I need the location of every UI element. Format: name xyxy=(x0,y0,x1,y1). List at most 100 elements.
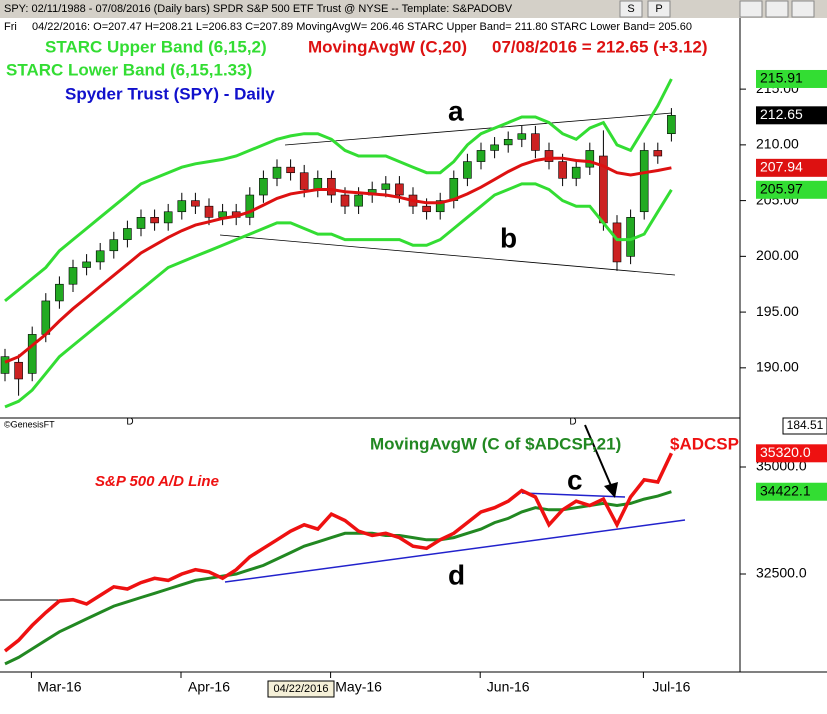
legend-entry: $ADCSP xyxy=(670,434,739,453)
credit: ©GenesisFT xyxy=(4,419,55,429)
pattern-label: d xyxy=(448,559,465,590)
last-value-label: 35320.0 xyxy=(760,444,811,460)
header-line: SPY: 02/11/1988 - 07/08/2016 (Daily bars… xyxy=(4,3,513,15)
y-tick-label: 32500.0 xyxy=(756,565,807,581)
last-value-box xyxy=(756,69,827,88)
arrow-head xyxy=(604,482,618,498)
toolbar-button[interactable] xyxy=(619,0,643,18)
candle-body xyxy=(95,250,105,263)
candle-body xyxy=(503,138,513,146)
band-line xyxy=(4,156,672,364)
last-value-box xyxy=(756,158,827,177)
series-line xyxy=(3,452,673,653)
candle-body xyxy=(14,361,23,380)
toolbar-button-label[interactable]: S xyxy=(627,3,634,15)
last-value-label: 205.97 xyxy=(760,180,803,196)
candle-body xyxy=(68,267,78,285)
event-marker: D xyxy=(126,417,133,428)
candle-body xyxy=(0,356,10,374)
last-value-label: 212.65 xyxy=(760,106,803,122)
minimize-button[interactable] xyxy=(739,0,763,18)
legend-entry: MovingAvgW (C,20) xyxy=(308,37,467,56)
cursor-price: 184.51 xyxy=(787,418,824,432)
trend-line-a xyxy=(284,112,673,146)
x-tick-label: Apr-16 xyxy=(188,679,230,695)
candle-body xyxy=(626,217,635,257)
candle-body xyxy=(136,217,146,229)
candle-body xyxy=(191,200,200,207)
pattern-label: a xyxy=(448,95,464,126)
y-tick-label: 200.00 xyxy=(756,247,799,263)
last-value-box xyxy=(756,482,827,501)
last-value-label: 207.94 xyxy=(760,159,803,175)
chart-title: S&P 500 A/D Line xyxy=(95,473,219,490)
candle-body xyxy=(109,239,119,252)
candle-body xyxy=(204,205,214,218)
cursor-date: 04/22/2016 xyxy=(273,683,328,695)
candle-body xyxy=(558,161,567,179)
candle-body xyxy=(340,194,350,207)
candle-body xyxy=(259,178,268,196)
candle-body xyxy=(27,334,37,374)
candle-body xyxy=(163,211,173,224)
pattern-label: b xyxy=(500,222,517,253)
candle-body xyxy=(667,115,676,135)
legend-entry: STARC Lower Band (6,15,1.33) xyxy=(6,60,252,79)
cursor-values: 04/22/2016: O=207.47 H=208.21 L=206.83 C… xyxy=(32,21,692,33)
candle-body xyxy=(435,200,445,213)
candle-body xyxy=(354,194,363,207)
candle-body xyxy=(299,172,309,190)
trend-line-b xyxy=(219,234,676,276)
x-tick-label: May-16 xyxy=(335,679,382,695)
candle-body xyxy=(653,150,663,157)
last-value-label: 34422.1 xyxy=(760,482,811,498)
y-tick-label: 210.00 xyxy=(756,136,799,152)
candle-body xyxy=(476,150,486,162)
candle-body xyxy=(544,150,554,162)
chart-title: Spyder Trust (SPY) - Daily xyxy=(65,84,275,103)
y-tick-label: 195.00 xyxy=(756,303,799,319)
last-value-box xyxy=(756,444,827,463)
annotation: 07/08/2016 = 212.65 (+3.12) xyxy=(492,37,708,56)
candle-body xyxy=(41,300,51,335)
candle-body xyxy=(612,222,622,263)
candle-body xyxy=(123,228,132,240)
candle-body xyxy=(55,283,64,302)
candle-body xyxy=(381,183,391,190)
candle-body xyxy=(531,133,540,151)
candle-body xyxy=(327,178,336,196)
last-value-box xyxy=(756,180,827,199)
band-line xyxy=(4,182,673,409)
y-tick-label: 190.00 xyxy=(756,359,799,375)
arrow-shaft xyxy=(584,424,613,489)
candle-body xyxy=(82,261,91,268)
band-line xyxy=(4,78,673,303)
candle-body xyxy=(585,150,595,168)
candle-body xyxy=(395,183,404,196)
day-label: Fri xyxy=(4,21,17,33)
legend-entry: STARC Upper Band (6,15,2) xyxy=(45,37,267,56)
x-tick-label: Jul-16 xyxy=(652,679,690,695)
toolbar-button-label[interactable]: P xyxy=(655,3,662,15)
candle-body xyxy=(272,166,282,179)
x-tick-label: Jun-16 xyxy=(487,679,530,695)
pattern-label: c xyxy=(567,464,583,495)
trend-line-d xyxy=(224,519,686,583)
candle-body xyxy=(463,161,472,179)
candle-body xyxy=(422,205,431,213)
toolbar-button[interactable] xyxy=(647,0,671,18)
candle-body xyxy=(571,166,581,179)
close-button[interactable] xyxy=(791,0,815,18)
cursor-date-box xyxy=(267,680,335,698)
candle-body xyxy=(517,133,527,140)
candle-body xyxy=(245,194,255,218)
legend-entry: MovingAvgW (C of $ADCSP,21) xyxy=(370,434,621,453)
maximize-button[interactable] xyxy=(765,0,789,18)
candle-body xyxy=(639,150,649,213)
cursor-price-box xyxy=(782,417,827,435)
candle-body xyxy=(313,178,323,190)
candle-body xyxy=(150,217,159,224)
last-value-label: 215.91 xyxy=(760,70,803,86)
candle-body xyxy=(177,200,187,213)
